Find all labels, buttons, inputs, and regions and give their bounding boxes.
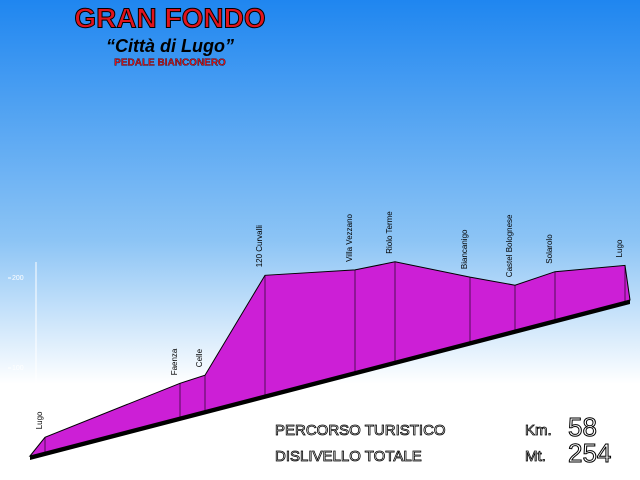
- stat-unit: Mt.: [525, 448, 546, 465]
- base-shadow: [30, 300, 630, 460]
- title: GRAN FONDO: [74, 2, 265, 33]
- place-label: 120 Curvalli: [255, 225, 264, 267]
- y-tick-label: 200: [12, 275, 24, 282]
- place-label: Villa Vezzano: [345, 213, 354, 261]
- stat-label: PERCORSO TURISTICO: [275, 422, 446, 439]
- place-label: Castel Bolognese: [505, 214, 514, 277]
- place-label: Celle: [195, 348, 204, 367]
- subtitle: “Città di Lugo”: [106, 36, 234, 56]
- place-label: Lugo: [615, 239, 624, 257]
- y-tick-label: 100: [12, 365, 24, 372]
- place-label: Riolo Terme: [385, 211, 394, 254]
- stat-value: 254: [568, 438, 611, 468]
- stat-value: 58: [568, 412, 597, 442]
- caption: PEDALE BIANCONERO: [114, 58, 226, 69]
- place-label: Biancanigo: [460, 229, 469, 269]
- place-label: Lugo: [35, 411, 44, 429]
- stat-label: DISLIVELLO TOTALE: [275, 448, 422, 465]
- place-label: Faenza: [170, 348, 179, 375]
- stat-unit: Km.: [525, 422, 552, 439]
- place-label: Solarolo: [545, 234, 554, 264]
